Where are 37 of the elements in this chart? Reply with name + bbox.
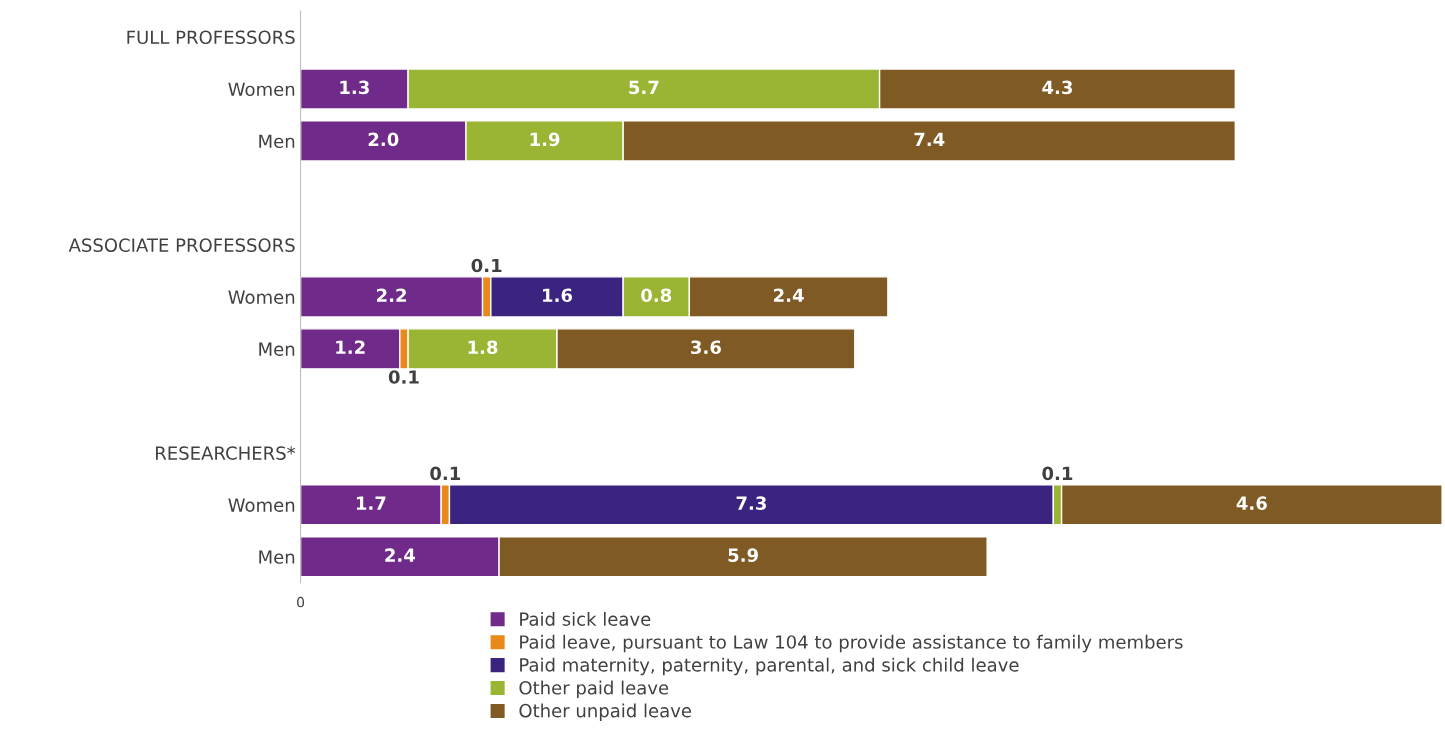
data-label: 4.6 bbox=[1236, 496, 1267, 511]
legend-label: Other unpaid leave bbox=[519, 703, 692, 721]
data-label: 5.7 bbox=[629, 80, 659, 95]
y-tick-label: ASSOCIATE PROFESSORS bbox=[68, 238, 295, 253]
data-label: 1.9 bbox=[530, 132, 560, 147]
data-label: 2.2 bbox=[376, 288, 406, 302]
data-label: 2.4 bbox=[774, 288, 804, 302]
data-label: 3.6 bbox=[691, 340, 721, 355]
data-label: 5.9 bbox=[728, 548, 758, 562]
legend-label: Paid maternity, paternity, parental, and sick child leave bbox=[520, 657, 1019, 676]
data-label: 0.1 bbox=[388, 370, 419, 384]
y-tick-label: RESEARCHERS* bbox=[156, 446, 296, 460]
y-tick-label: Women bbox=[228, 498, 295, 512]
data-label: 1.8 bbox=[468, 340, 498, 355]
y-tick-label: Women bbox=[228, 290, 295, 304]
y-tick-label: FULL PROFESSORS bbox=[127, 30, 295, 45]
data-label: 1.6 bbox=[543, 288, 573, 303]
data-label: 0.8 bbox=[641, 288, 672, 303]
data-label: 7.4 bbox=[914, 132, 945, 146]
data-label: 1.3 bbox=[340, 80, 369, 95]
data-label: 0.1 bbox=[430, 466, 461, 481]
data-label: 0.1 bbox=[1042, 466, 1073, 481]
legend-label: Paid sick leave bbox=[520, 611, 651, 626]
data-label: 1.7 bbox=[356, 496, 386, 510]
data-label: 2.0 bbox=[368, 132, 399, 147]
legend-label: Other paid leave bbox=[519, 680, 669, 699]
data-label: 7.3 bbox=[736, 496, 766, 511]
text: 0 bbox=[297, 596, 305, 608]
data-label: 0.1 bbox=[471, 258, 502, 273]
y-tick-label: Women bbox=[228, 82, 295, 97]
y-tick-label: Men bbox=[259, 134, 295, 149]
data-label: 1.2 bbox=[336, 340, 365, 354]
data-label: 4.3 bbox=[1042, 80, 1073, 95]
data-label: 2.4 bbox=[385, 548, 415, 562]
legend-label: Paid leave, pursuant to Law 104 to provide assistance to family members bbox=[520, 634, 1183, 653]
y-tick-label: Men bbox=[259, 550, 295, 564]
y-tick-label: Men bbox=[259, 342, 295, 356]
